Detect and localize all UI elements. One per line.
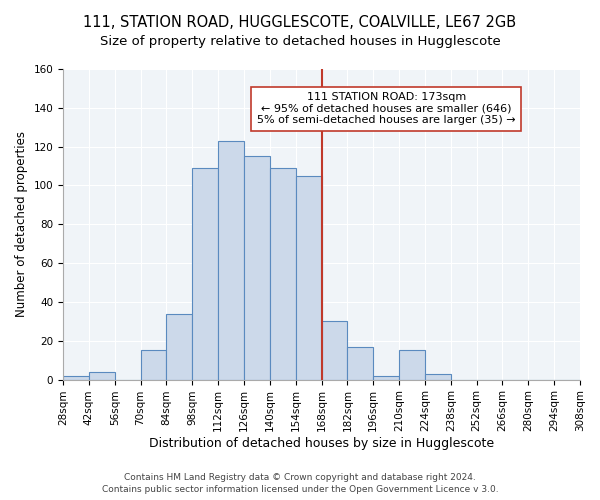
Text: Contains HM Land Registry data © Crown copyright and database right 2024.
Contai: Contains HM Land Registry data © Crown c… <box>101 473 499 494</box>
Text: 111 STATION ROAD: 173sqm
← 95% of detached houses are smaller (646)
5% of semi-d: 111 STATION ROAD: 173sqm ← 95% of detach… <box>257 92 515 126</box>
Bar <box>63 376 89 380</box>
Bar <box>192 168 218 380</box>
Bar <box>296 176 322 380</box>
Bar <box>347 346 373 380</box>
Bar <box>244 156 270 380</box>
Bar <box>140 350 166 380</box>
Bar <box>322 322 347 380</box>
Bar <box>89 372 115 380</box>
X-axis label: Distribution of detached houses by size in Hugglescote: Distribution of detached houses by size … <box>149 437 494 450</box>
Bar <box>399 350 425 380</box>
Text: Size of property relative to detached houses in Hugglescote: Size of property relative to detached ho… <box>100 35 500 48</box>
Bar <box>166 314 192 380</box>
Bar <box>218 141 244 380</box>
Bar <box>373 376 399 380</box>
Text: 111, STATION ROAD, HUGGLESCOTE, COALVILLE, LE67 2GB: 111, STATION ROAD, HUGGLESCOTE, COALVILL… <box>83 15 517 30</box>
Bar <box>270 168 296 380</box>
Y-axis label: Number of detached properties: Number of detached properties <box>15 132 28 318</box>
Bar <box>425 374 451 380</box>
